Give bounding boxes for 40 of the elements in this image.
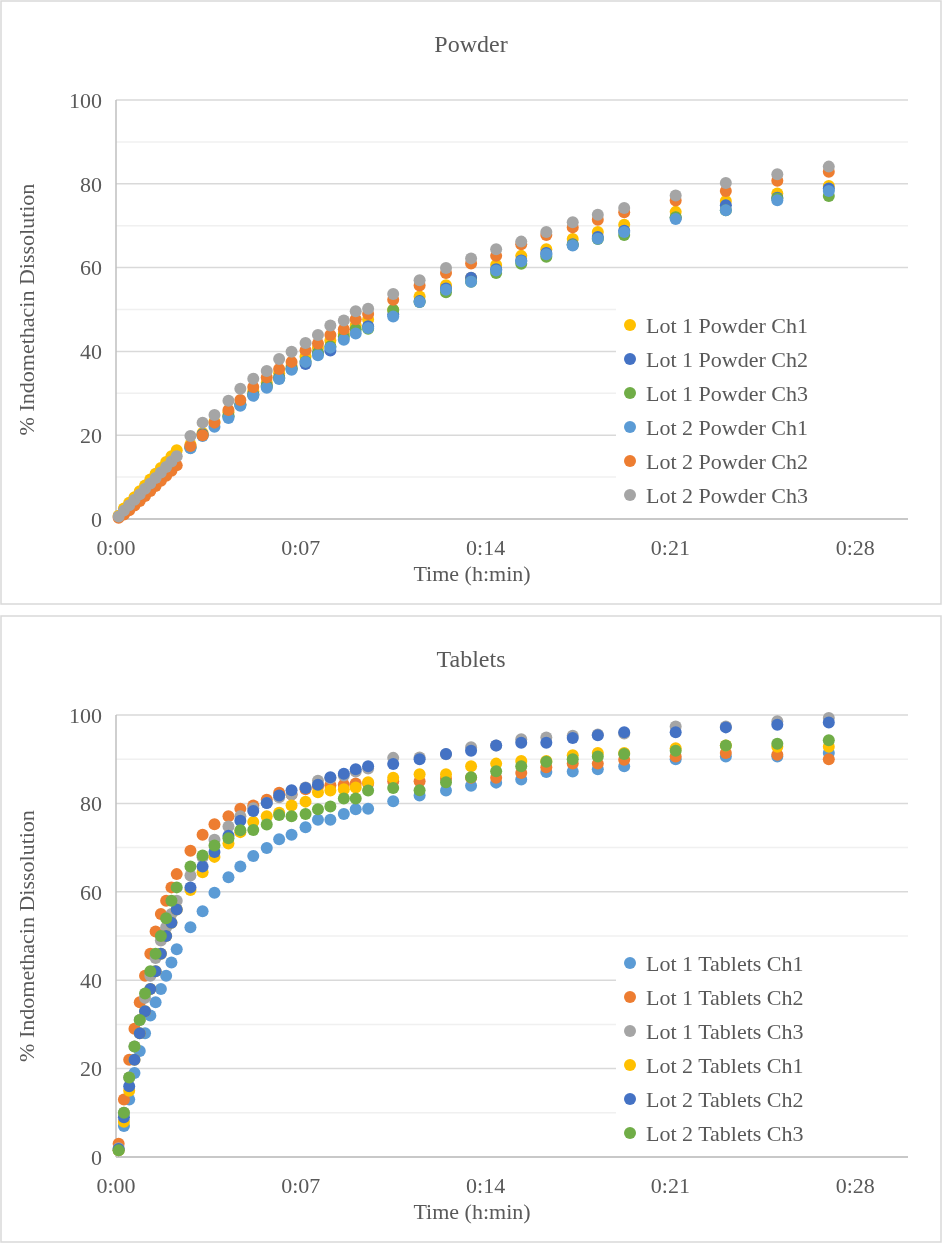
x-tick-label: 0:14 [466, 1173, 506, 1198]
x-tick-label: 0:00 [96, 535, 136, 560]
legend-label: Lot 1 Tablets Ch3 [646, 1018, 804, 1044]
y-tick-label: 20 [80, 1056, 102, 1082]
legend-label: Lot 2 Powder Ch2 [646, 448, 808, 474]
x-tick-label: 0:21 [650, 535, 690, 560]
x-axis-title: Time (h:min) [413, 561, 531, 586]
y-axis-title: % Indomethacin Dissolution [14, 183, 39, 436]
legend-label: Lot 2 Powder Ch1 [646, 414, 808, 440]
legend-label: Lot 2 Tablets Ch1 [646, 1052, 804, 1078]
y-tick-label: 100 [69, 87, 102, 113]
legend-label: Lot 2 Powder Ch3 [646, 482, 808, 508]
legend-label: Lot 1 Tablets Ch2 [646, 984, 804, 1010]
legend-label: Lot 2 Tablets Ch3 [646, 1120, 804, 1146]
y-tick-label: 80 [80, 171, 102, 197]
y-tick-label: 0 [91, 1144, 102, 1170]
x-tick-label: 0:21 [650, 1173, 690, 1198]
y-tick-label: 40 [80, 339, 102, 365]
legend-label: Lot 1 Tablets Ch1 [646, 950, 804, 976]
y-tick-label: 80 [80, 791, 102, 817]
y-axis-title: % Indomethacin Dissolution [14, 810, 39, 1062]
y-tick-label: 20 [80, 422, 102, 448]
legend-label: Lot 1 Powder Ch3 [646, 380, 808, 406]
x-tick-label: 0:28 [835, 535, 875, 560]
y-tick-label: 40 [80, 967, 102, 993]
x-axis-title: Time (h:min) [413, 1199, 531, 1224]
y-tick-label: 0 [91, 506, 102, 532]
x-tick-label: 0:14 [466, 535, 506, 560]
x-tick-label: 0:07 [281, 535, 321, 560]
chart-title: Tablets [436, 646, 506, 672]
x-tick-label: 0:00 [96, 1173, 136, 1198]
legend-label: Lot 1 Powder Ch2 [646, 346, 808, 372]
chart-title: Powder [434, 31, 508, 57]
x-tick-label: 0:07 [281, 1173, 321, 1198]
y-tick-label: 60 [80, 879, 102, 905]
x-tick-label: 0:28 [835, 1173, 875, 1198]
y-tick-label: 60 [80, 255, 102, 281]
legend-label: Lot 2 Tablets Ch2 [646, 1086, 804, 1112]
y-tick-label: 100 [69, 702, 102, 728]
legend-label: Lot 1 Powder Ch1 [646, 312, 808, 338]
